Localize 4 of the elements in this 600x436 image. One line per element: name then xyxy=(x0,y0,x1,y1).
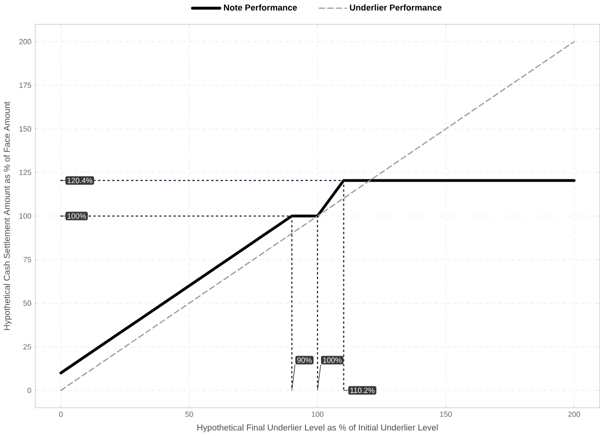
legend-label: Underlier Performance xyxy=(350,4,442,11)
y-axis-title: Hypothetical Cash Settlement Amount as % of Face Amount xyxy=(4,102,12,330)
legend-label: Note Performance xyxy=(224,4,297,11)
x-axis-title: Hypothetical Final Underlier Level as % of Initial Underlier Level xyxy=(197,424,438,432)
